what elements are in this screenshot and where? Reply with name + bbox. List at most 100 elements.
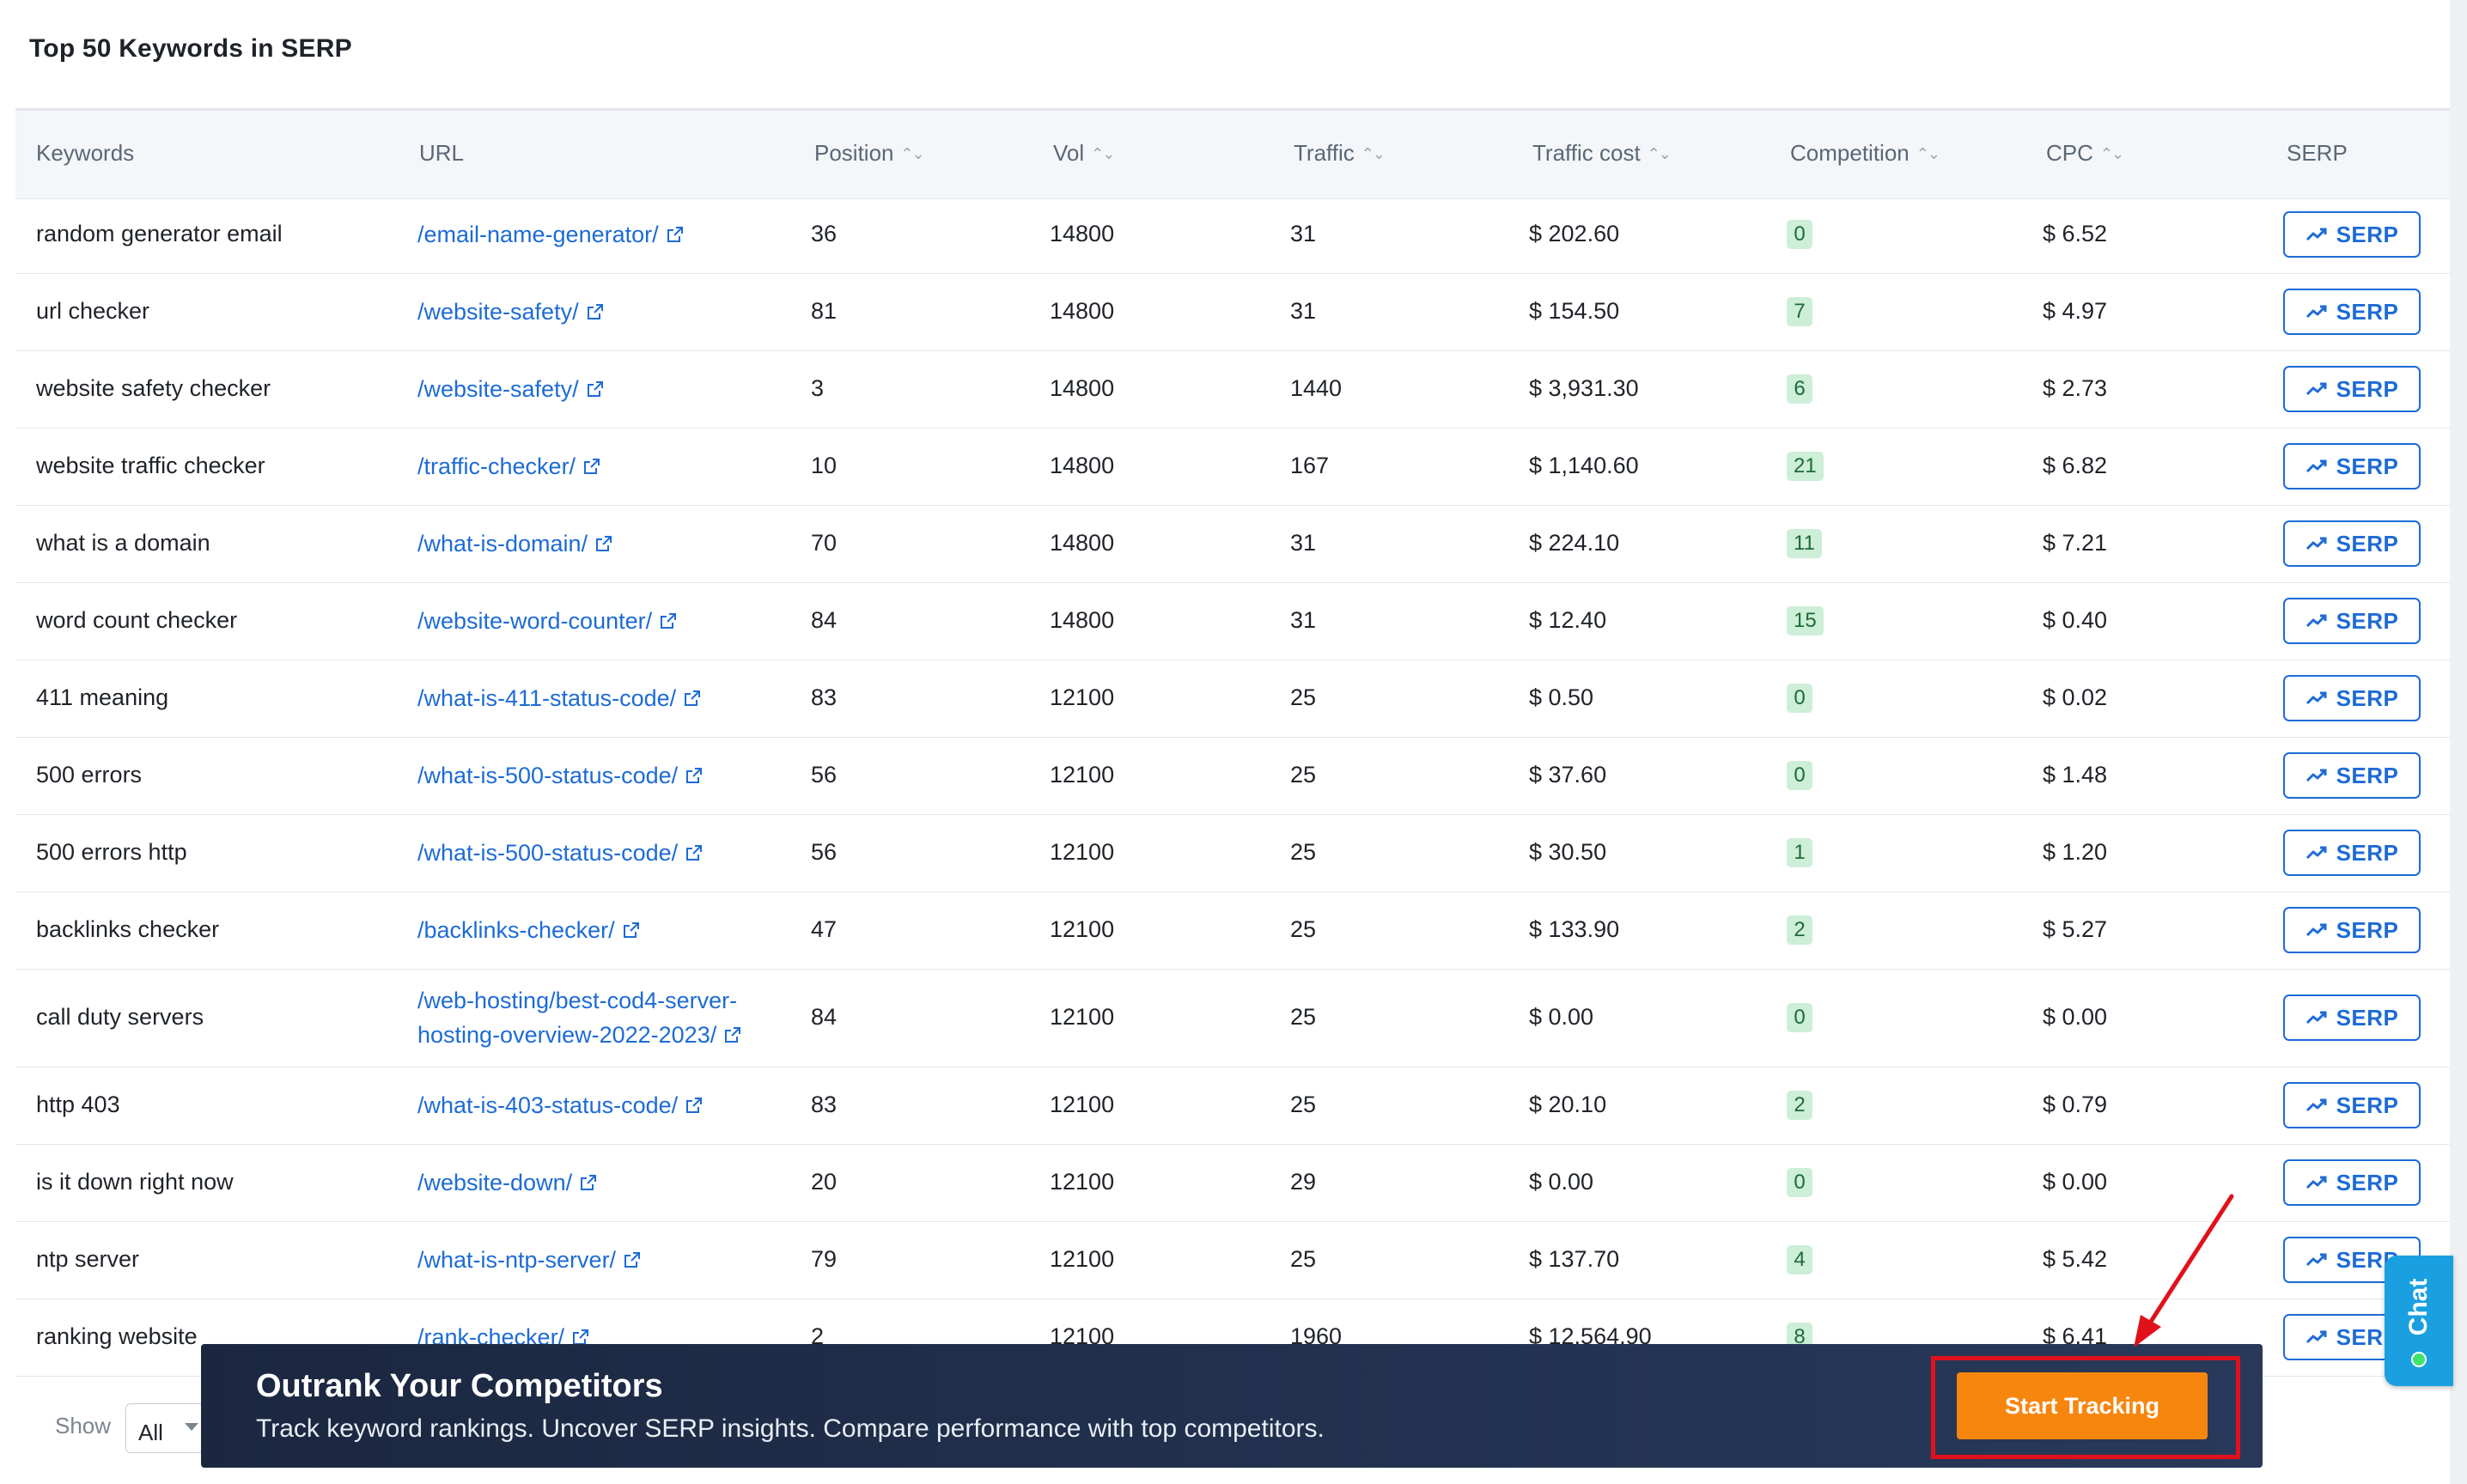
url-text: /what-is-411-status-code/	[417, 685, 677, 711]
vol-cell: 14800	[1050, 221, 1115, 246]
serp-button[interactable]: SERP	[2283, 366, 2421, 412]
traffic-cell: 25	[1290, 1092, 1317, 1117]
serp-button[interactable]: SERP	[2283, 752, 2421, 799]
col-url: URL	[419, 140, 465, 166]
vol-cell: 12100	[1050, 916, 1115, 942]
serp-button-label: SERP	[2336, 762, 2399, 788]
table-row: 500 errors http/what-is-500-status-code/…	[15, 814, 2450, 892]
url-link[interactable]: /website-safety/	[417, 372, 795, 408]
external-link-icon	[723, 1019, 742, 1054]
trend-icon	[2306, 840, 2328, 867]
serp-button-label: SERP	[2336, 607, 2399, 634]
serp-button[interactable]: SERP	[2283, 994, 2421, 1041]
serp-button[interactable]: SERP	[2283, 907, 2421, 953]
col-position[interactable]: Position ⌃⌄	[814, 140, 925, 166]
table-row: 500 errors/what-is-500-status-code/56 121…	[15, 737, 2450, 815]
banner-subtitle: Track keyword rankings. Uncover SERP ins…	[256, 1414, 1325, 1443]
trend-icon	[2306, 685, 2328, 712]
traffic-cell: 1440	[1290, 375, 1343, 401]
position-cell: 84	[811, 1004, 838, 1030]
trend-icon	[2306, 917, 2328, 944]
chevron-down-icon	[185, 1423, 198, 1431]
trend-icon	[2306, 299, 2328, 325]
keyword-cell: url checker	[36, 298, 150, 324]
annotation-arrow-icon	[2134, 1194, 2234, 1347]
sort-icon: ⌃⌄	[900, 145, 925, 162]
url-link[interactable]: /email-name-generator/	[417, 217, 795, 253]
keyword-cell: is it down right now	[36, 1169, 234, 1195]
page-size-select[interactable]: All	[125, 1403, 211, 1453]
url-link[interactable]: /what-is-403-status-code/	[417, 1088, 795, 1124]
url-link[interactable]: /traffic-checker/	[417, 449, 795, 485]
serp-button[interactable]: SERP	[2283, 211, 2421, 258]
serp-button-label: SERP	[2336, 916, 2399, 943]
url-text: /what-is-500-status-code/	[417, 840, 679, 866]
url-link[interactable]: /what-is-500-status-code/	[417, 836, 795, 872]
col-competition[interactable]: Competition ⌃⌄	[1790, 140, 1940, 166]
table-row: word count checker/website-word-counter/…	[15, 582, 2450, 660]
serp-button[interactable]: SERP	[2283, 1159, 2421, 1206]
url-link[interactable]: /what-is-500-status-code/	[417, 758, 795, 794]
url-link[interactable]: /website-word-counter/	[417, 604, 795, 640]
traffic-cell: 25	[1290, 916, 1317, 942]
traffic-cost-cell: $ 0.50	[1529, 684, 1594, 710]
serp-button[interactable]: SERP	[2283, 289, 2421, 335]
serp-button[interactable]: SERP	[2283, 598, 2421, 644]
table-row: random generator email/email-name-genera…	[15, 196, 2450, 274]
serp-button[interactable]: SERP	[2283, 520, 2421, 567]
traffic-cost-cell: $ 154.50	[1529, 298, 1620, 324]
traffic-cost-cell: $ 224.10	[1529, 530, 1620, 556]
position-cell: 3	[811, 375, 825, 401]
col-traffic[interactable]: Traffic ⌃⌄	[1294, 140, 1386, 166]
url-text: /website-safety/	[417, 299, 579, 325]
trend-icon	[2306, 222, 2328, 248]
url-text: /web-hosting/best-cod4-server-hosting-ov…	[417, 988, 738, 1048]
sort-icon: ⌃⌄	[2099, 145, 2124, 162]
competition-badge: 0	[1787, 1168, 1812, 1197]
url-link[interactable]: /what-is-ntp-server/	[417, 1243, 795, 1279]
position-cell: 83	[811, 1092, 838, 1117]
traffic-cost-cell: $ 12.40	[1529, 607, 1607, 633]
table-row: website traffic checker/traffic-checker/…	[15, 428, 2450, 506]
serp-button-label: SERP	[2336, 1169, 2399, 1195]
url-link[interactable]: /what-is-domain/	[417, 526, 795, 563]
vol-cell: 14800	[1050, 375, 1115, 401]
competition-badge: 2	[1787, 915, 1812, 945]
traffic-cost-cell: $ 30.50	[1529, 839, 1607, 865]
url-link[interactable]: /web-hosting/best-cod4-server-hosting-ov…	[417, 983, 795, 1054]
start-tracking-button[interactable]: Start Tracking	[1957, 1372, 2208, 1439]
serp-button[interactable]: SERP	[2283, 443, 2421, 490]
keyword-cell: ranking website	[36, 1323, 198, 1349]
sort-icon: ⌃⌄	[1361, 145, 1386, 162]
col-vol[interactable]: Vol ⌃⌄	[1053, 140, 1115, 166]
online-status-icon	[2411, 1352, 2427, 1367]
url-text: /website-down/	[417, 1170, 573, 1195]
position-cell: 79	[811, 1246, 838, 1272]
url-link[interactable]: /what-is-411-status-code/	[417, 681, 795, 717]
vol-cell: 12100	[1050, 1169, 1115, 1195]
traffic-cell: 31	[1290, 530, 1317, 556]
url-link[interactable]: /website-down/	[417, 1165, 795, 1201]
sort-icon: ⌃⌄	[1091, 145, 1115, 162]
keyword-cell: 411 meaning	[36, 684, 169, 710]
url-link[interactable]: /backlinks-checker/	[417, 913, 795, 949]
table-row: ntp server/what-is-ntp-server/79 12100 25 $…	[15, 1221, 2450, 1299]
cpc-cell: $ 0.40	[2043, 607, 2108, 633]
col-cpc[interactable]: CPC ⌃⌄	[2046, 140, 2124, 166]
url-text: /website-word-counter/	[417, 608, 653, 634]
serp-button[interactable]: SERP	[2283, 830, 2421, 876]
traffic-cost-cell: $ 137.70	[1529, 1246, 1620, 1272]
serp-button-label: SERP	[2336, 298, 2399, 325]
competition-badge: 0	[1787, 220, 1812, 249]
serp-button[interactable]: SERP	[2283, 675, 2421, 721]
col-traffic-cost[interactable]: Traffic cost ⌃⌄	[1532, 140, 1672, 166]
position-cell: 2	[811, 1323, 825, 1349]
url-text: /what-is-403-status-code/	[417, 1092, 679, 1118]
url-link[interactable]: /website-safety/	[417, 295, 795, 331]
show-label: Show	[55, 1413, 112, 1438]
position-cell: 83	[811, 684, 838, 710]
chat-widget-button[interactable]: Chat	[2385, 1256, 2453, 1386]
url-text: /what-is-domain/	[417, 531, 588, 556]
traffic-cost-cell: $ 0.00	[1529, 1004, 1594, 1030]
serp-button[interactable]: SERP	[2283, 1082, 2421, 1128]
